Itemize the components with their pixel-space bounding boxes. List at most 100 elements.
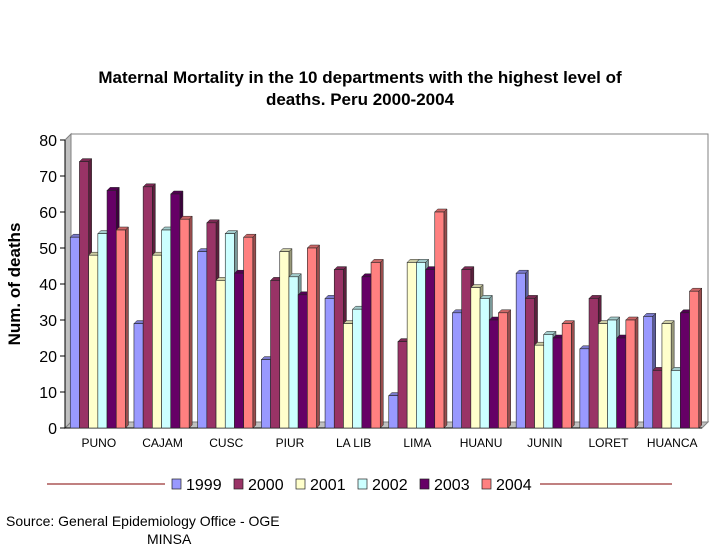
bar-1999-loret <box>579 348 590 429</box>
chart-title: Maternal Mortality in the 10 departments… <box>40 67 680 111</box>
x-tick-label: LORET <box>588 436 629 450</box>
bar-2002-junin <box>543 334 554 429</box>
x-tick-label: HUANCA <box>647 436 698 450</box>
bar-side <box>634 316 639 429</box>
bar-1999-huanca <box>643 316 654 429</box>
y-tick-label: 80 <box>39 133 57 150</box>
bar-2002-cajam <box>161 229 172 429</box>
bar-2001-la-lib <box>343 323 353 429</box>
bar-2004-piur <box>307 247 317 429</box>
bar-2001-huanu <box>470 287 481 429</box>
x-tick-label: PUNO <box>82 436 117 450</box>
legend-label-2001: 2001 <box>310 477 346 494</box>
bar-2002-huanca <box>670 370 681 429</box>
legend-label-2002: 2002 <box>372 477 408 494</box>
legend-swatch-2000 <box>233 478 244 490</box>
x-tick-label: CUSC <box>209 436 243 450</box>
bar-2000-junin <box>525 298 535 429</box>
bar-1999-huanu <box>452 312 462 429</box>
bar-2003-cusc <box>234 272 244 429</box>
bar-2001-loret <box>597 323 608 429</box>
bar-side <box>443 208 448 429</box>
legend-label-2003: 2003 <box>434 477 470 494</box>
y-tick-label: 40 <box>39 277 57 294</box>
bar-2000-piur <box>270 280 281 429</box>
bar-2001-puno <box>88 254 99 429</box>
bar-1999-cajam <box>133 323 144 429</box>
legend-swatch-2004 <box>481 478 492 490</box>
bar-2003-cajam <box>170 193 181 429</box>
bar-2004-puno <box>115 229 126 429</box>
bar-2001-piur <box>279 251 290 429</box>
y-tick-label: 0 <box>48 421 57 438</box>
bar-2002-cusc <box>224 233 235 429</box>
chart-title-line1: Maternal Mortality in the 10 departments… <box>98 68 622 87</box>
bar-2000-huanca <box>652 370 663 429</box>
bar-2001-lima <box>406 262 417 429</box>
y-axis-label: Num. of deaths <box>5 223 24 346</box>
legend-box <box>167 471 540 496</box>
bar-1999-la-lib <box>324 298 335 429</box>
bar-side <box>252 233 257 429</box>
bar-2000-lima <box>397 341 408 429</box>
x-tick-label: JUNIN <box>527 436 562 450</box>
bar-2003-loret <box>616 337 627 429</box>
source-note: Source: General Epidemiology Office - OG… <box>6 513 280 529</box>
y-tick-label: 30 <box>39 313 57 330</box>
legend-swatch-1999 <box>171 478 182 490</box>
bar-2001-huanca <box>661 323 672 429</box>
bar-2003-lima <box>425 269 436 429</box>
bar-2000-cusc <box>206 222 217 429</box>
bar-1999-piur <box>261 359 271 429</box>
bar-2002-huanu <box>479 298 490 429</box>
bar-2002-piur <box>288 276 299 429</box>
chart-title-line2: deaths. Peru 2000-2004 <box>265 90 455 109</box>
bar-2004-huanu <box>498 312 508 429</box>
bar-2003-junin <box>552 337 563 429</box>
bar-2003-huanu <box>488 319 499 429</box>
bar-2004-cusc <box>243 236 254 429</box>
legend-label-1999: 1999 <box>186 477 222 494</box>
bar-2004-la-lib <box>370 262 381 429</box>
bar-1999-puno <box>69 236 80 429</box>
bar-2000-huanu <box>461 269 472 429</box>
source-note-line2: MINSA <box>147 531 192 547</box>
y-tick-label: 50 <box>39 241 57 258</box>
legend-label-2004: 2004 <box>496 477 532 494</box>
bar-2004-loret <box>625 319 636 429</box>
legend-label-2000: 2000 <box>248 477 284 494</box>
x-tick-label: HUANU <box>460 436 503 450</box>
bar-side <box>188 215 193 429</box>
bar-2002-lima <box>416 262 426 429</box>
y-tick-label: 60 <box>39 205 57 222</box>
x-tick-label: LA LIB <box>336 436 371 450</box>
bar-side <box>125 226 129 429</box>
x-tick-label: LIMA <box>403 436 431 450</box>
y-tick-label: 10 <box>39 385 57 402</box>
bar-2000-la-lib <box>333 269 344 429</box>
bar-2002-la-lib <box>352 308 363 429</box>
bar-2001-cajam <box>152 254 162 429</box>
bar-2000-cajam <box>142 186 153 429</box>
bar-side <box>316 244 320 429</box>
y-tick-label: 70 <box>39 169 57 186</box>
bar-2004-lima <box>434 211 445 429</box>
bar-2001-junin <box>534 344 545 429</box>
bar-2004-huanca <box>689 290 700 429</box>
bar-side <box>507 309 511 429</box>
bar-2004-junin <box>561 323 572 429</box>
bar-1999-cusc <box>197 251 208 429</box>
x-tick-label: CAJAM <box>142 436 183 450</box>
bar-2003-huanca <box>680 312 690 429</box>
x-tick-label: PIUR <box>276 436 305 450</box>
bar-side <box>698 287 702 429</box>
bar-2003-la-lib <box>361 276 372 429</box>
bar-2003-piur <box>297 294 308 429</box>
legend-swatch-2002 <box>357 478 368 490</box>
bar-2003-puno <box>106 190 117 429</box>
legend-swatch-2001 <box>295 478 306 490</box>
bar-side <box>380 258 384 429</box>
bar-1999-junin <box>515 272 526 429</box>
legend-swatch-2003 <box>419 478 430 490</box>
